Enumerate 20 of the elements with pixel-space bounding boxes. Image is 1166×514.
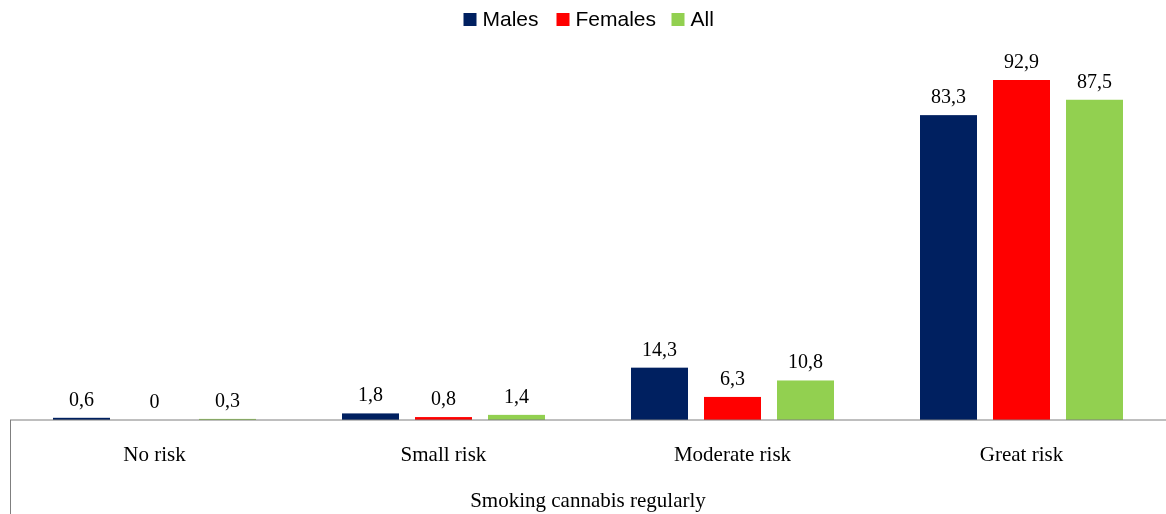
data-label: 0,3 bbox=[215, 388, 240, 411]
data-label: 0,8 bbox=[431, 387, 456, 410]
x-axis-title: Smoking cannabis regularly bbox=[470, 488, 707, 512]
data-label: 1,8 bbox=[358, 383, 383, 406]
legend-label: Females bbox=[575, 7, 657, 30]
legend-label: Males bbox=[482, 7, 539, 30]
x-tick-label: Great risk bbox=[979, 442, 1064, 466]
data-label: 87,5 bbox=[1077, 69, 1112, 92]
legend-label: All bbox=[690, 7, 714, 30]
data-label: 0,6 bbox=[69, 387, 94, 410]
data-label: 0 bbox=[149, 390, 160, 412]
data-label: 92,9 bbox=[1004, 50, 1039, 72]
x-tick-label: No risk bbox=[123, 442, 187, 466]
x-tick-label: Small risk bbox=[400, 442, 487, 466]
x-tick-label: Moderate risk bbox=[673, 442, 792, 466]
data-label: 1,4 bbox=[504, 384, 529, 407]
data-label: 14,3 bbox=[642, 337, 677, 360]
data-label: 6,3 bbox=[720, 366, 745, 389]
data-label: 83,3 bbox=[931, 85, 966, 108]
data-label: 10,8 bbox=[788, 350, 823, 373]
